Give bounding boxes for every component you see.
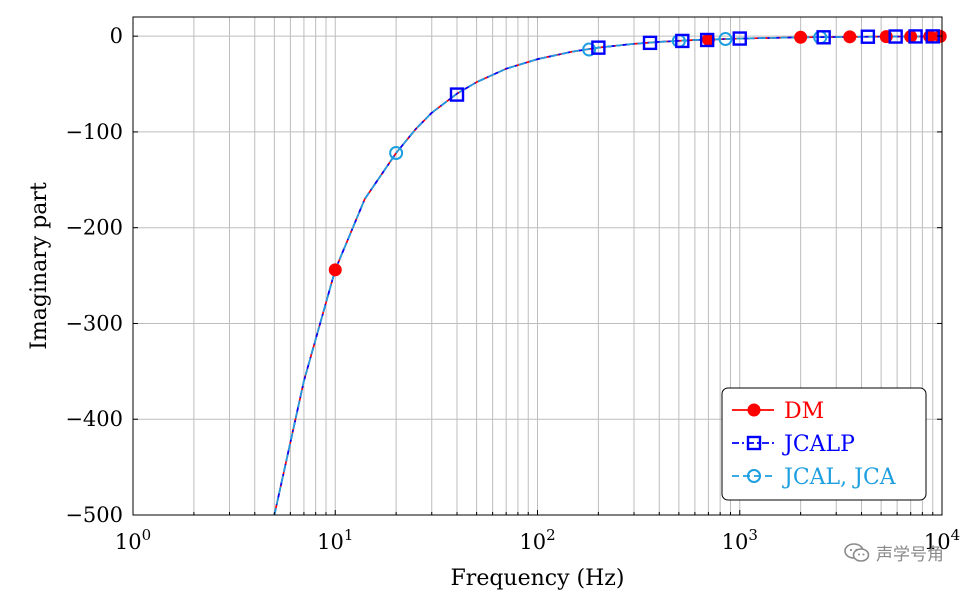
data-point-dm	[328, 263, 342, 277]
legend-marker	[747, 403, 761, 417]
data-point-dm	[843, 30, 857, 44]
data-point-jcalp	[888, 29, 903, 44]
y-tick-label: −100	[65, 120, 123, 144]
y-tick-label: 0	[110, 24, 123, 48]
legend-marker	[746, 435, 762, 451]
data-point-jcalp	[642, 35, 658, 51]
y-tick-label: −300	[65, 311, 123, 335]
watermark: 声学号角	[844, 540, 944, 565]
legend-label: DM	[784, 399, 824, 424]
data-point-jcal-jca	[389, 145, 404, 160]
x-tick-label: 104	[924, 526, 960, 554]
x-tick-label: 102	[519, 526, 555, 554]
series-markers	[328, 29, 947, 277]
y-tick-label: −500	[65, 503, 123, 527]
wechat-icon	[844, 542, 870, 562]
legend-label: JCALP	[782, 432, 855, 457]
data-point-jcalp	[732, 31, 747, 46]
data-point-dm	[794, 30, 808, 44]
data-point-jcalp	[591, 40, 606, 55]
y-axis-title: Imaginary part	[27, 182, 52, 350]
data-point-jcalp	[675, 33, 690, 49]
data-point-jcal-jca	[582, 42, 597, 57]
legend-label: JCAL, JCA	[782, 465, 897, 490]
data-point-jcalp	[908, 29, 923, 44]
data-point-jcalp	[699, 32, 715, 48]
x-tick-label: 101	[317, 526, 353, 554]
data-point-jcalp	[860, 29, 876, 44]
data-point-jcalp	[816, 30, 831, 45]
x-tick-label: 103	[722, 526, 758, 554]
legend: DM JCALP JCAL, JCA	[721, 387, 927, 501]
watermark-text: 声学号角	[876, 545, 944, 565]
y-tick-label: −200	[65, 216, 123, 240]
legend-box	[721, 387, 927, 501]
data-point-jcal-jca	[718, 32, 733, 47]
data-point-jcalp	[449, 87, 465, 102]
x-axis-title: Frequency (Hz)	[451, 566, 625, 591]
y-tick-label: −400	[65, 407, 123, 431]
x-tick-label: 100	[115, 526, 151, 554]
legend-marker	[747, 469, 761, 483]
